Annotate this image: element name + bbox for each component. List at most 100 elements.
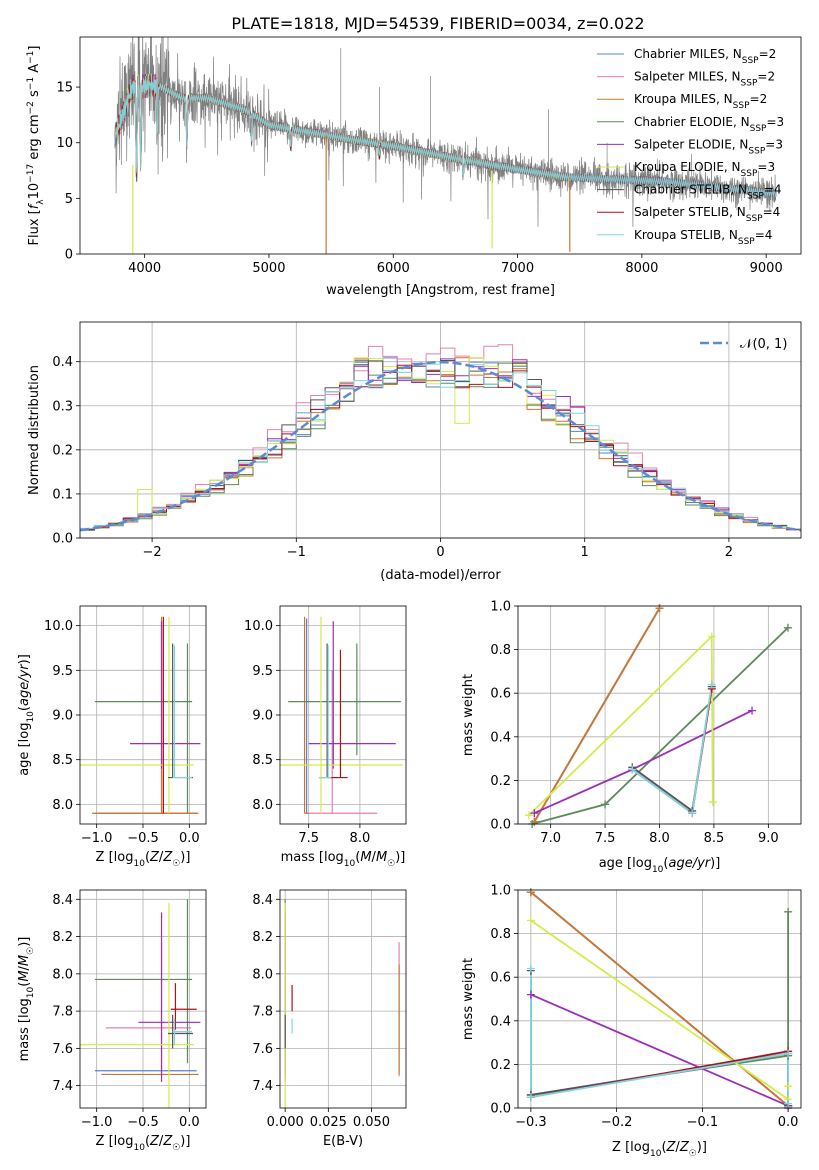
spectrum-y-axis-label-part: −1 bbox=[26, 51, 36, 64]
ebv-mass-x-axis-label: E(B-V) bbox=[323, 1134, 363, 1149]
weight-age-axes: 7.0 7.5 8.0 8.5 9.0 0.0 0.2 0.4 0.6 0.8 1.0 bbox=[490, 600, 801, 846]
z-mass-y-axis-label-part: mass [log bbox=[17, 998, 32, 1061]
z-mass-y-axis-label-part: 10 bbox=[26, 986, 36, 998]
residuals-x-axis-label: (data-model)/error bbox=[380, 568, 501, 583]
weight-marker bbox=[524, 811, 533, 820]
mass-age-x-axis-label: mass [log10(M/M☉)] bbox=[281, 850, 406, 869]
y-tick-label: 9.0 bbox=[52, 709, 73, 724]
y-tick-label: 8.0 bbox=[52, 798, 73, 813]
weight-marker bbox=[707, 632, 716, 641]
y-tick-label: 0.6 bbox=[490, 687, 511, 702]
y-tick-label: 7.8 bbox=[252, 1005, 273, 1020]
z-mass-x-axis-label-part: Z [log bbox=[96, 1134, 134, 1149]
z-mass-y-axis-label-part: M bbox=[17, 955, 32, 966]
figure-title: PLATE=1818, MJD=54539, FIBERID=0034, z=0… bbox=[231, 14, 644, 33]
legend-label-part: Chabrier ELODIE, N bbox=[634, 115, 750, 129]
spectrum-y-axis-label-part: Flux [ bbox=[27, 209, 42, 245]
z-mass-y-axis-label-part: ☉ bbox=[26, 947, 36, 955]
x-tick-label: 2 bbox=[725, 545, 733, 560]
residuals-y-axis-label: Normed distribution bbox=[27, 365, 42, 495]
x-tick-label: −0.1 bbox=[687, 1115, 719, 1130]
legend-label-part: Kroupa STELIB, N bbox=[634, 228, 738, 242]
legend-label-part: Salpeter STELIB, N bbox=[634, 205, 746, 219]
ebv-mass-frame bbox=[279, 889, 407, 1109]
x-tick-label: −2 bbox=[143, 545, 162, 560]
legend-label: 𝒩(0, 1) bbox=[740, 337, 787, 352]
z-age-x-axis-label-part: 10 bbox=[133, 859, 145, 869]
y-tick-label: 7.6 bbox=[52, 1042, 73, 1057]
weight-z-x-axis-label-part: / bbox=[675, 1140, 680, 1155]
legend-label: Kroupa MILES, NSSP=2 bbox=[634, 92, 767, 111]
spectrum-y-axis-label-part: −1 bbox=[26, 77, 36, 90]
y-tick-label: 0.1 bbox=[52, 487, 73, 502]
weight-line bbox=[530, 970, 789, 1106]
z-mass-y-axis-label-part: ( bbox=[17, 982, 32, 987]
z-mass-x-axis-label-part: Z bbox=[162, 1134, 173, 1149]
y-tick-label: 9.0 bbox=[252, 709, 273, 724]
x-tick-label: 0.0 bbox=[778, 1115, 799, 1130]
y-tick-label: 8.5 bbox=[52, 753, 73, 768]
y-tick-label: 7.4 bbox=[52, 1079, 73, 1094]
weight-age-x-axis-label-part: age/yr bbox=[668, 856, 711, 871]
legend-label: Chabrier MILES, NSSP=2 bbox=[634, 47, 776, 66]
weight-z-x-axis-label-part: ☉ bbox=[689, 1149, 697, 1159]
ebv-mass-axes: 0.000 0.025 0.050 7.4 7.6 7.8 8.0 8.2 8.4 bbox=[252, 890, 406, 1130]
z-mass-y-axis-label-part: )] bbox=[17, 937, 32, 947]
y-tick-label: 9.5 bbox=[52, 664, 73, 679]
weight-age-x-axis-label-part: )] bbox=[710, 856, 720, 871]
z-age-frame bbox=[79, 605, 207, 825]
x-tick-label: 0.000 bbox=[267, 1115, 304, 1130]
spectrum-y-axis-label-part: −2 bbox=[26, 101, 36, 114]
weight-marker bbox=[601, 800, 610, 809]
z-age-y-axis-label-part: age/yr bbox=[17, 663, 32, 706]
weight-marker bbox=[748, 706, 757, 715]
spectrum-y-axis-label-part: −17 bbox=[26, 164, 36, 183]
legend-label-part: =3 bbox=[757, 160, 775, 174]
weight-marker bbox=[526, 888, 535, 897]
x-tick-label: −1 bbox=[287, 545, 306, 560]
weight-line bbox=[530, 919, 789, 1102]
spectrum-frame bbox=[79, 36, 802, 255]
z-mass-x-axis-label: Z [log10(Z/Z☉)] bbox=[96, 1134, 191, 1153]
mass-age-x-axis-label-part: )] bbox=[395, 850, 405, 865]
z-age-x-axis-label-part: Z bbox=[162, 850, 173, 865]
legend-label-part: SSP bbox=[742, 56, 759, 66]
z-age-x-axis-label: Z [log10(Z/Z☉)] bbox=[96, 850, 191, 869]
y-tick-label: 8.5 bbox=[252, 753, 273, 768]
legend-label-part: Chabrier STELIB, N bbox=[634, 183, 747, 197]
weight-age-x-axis-label-part: ( bbox=[663, 856, 668, 871]
weight-z-axes: −0.3 −0.2 −0.1 0.0 0.0 0.2 0.4 0.6 0.8 1.0 bbox=[490, 884, 801, 1130]
z-age-plot bbox=[80, 616, 201, 814]
x-tick-label: 7.5 bbox=[298, 831, 319, 846]
x-tick-label: 4000 bbox=[128, 261, 161, 276]
weight-z-x-axis-label: Z [log10(Z/Z☉)] bbox=[612, 1140, 707, 1159]
weight-z-x-axis-label-part: ( bbox=[661, 1140, 666, 1155]
weight-marker bbox=[783, 623, 792, 632]
legend-label-part: SSP bbox=[733, 101, 750, 111]
y-tick-label: 0 bbox=[65, 248, 73, 263]
x-tick-label: 0.0 bbox=[179, 831, 200, 846]
legend-label-part: =3 bbox=[766, 115, 784, 129]
z-age-x-axis-label-part: ☉ bbox=[172, 859, 180, 869]
weight-marker bbox=[784, 1099, 793, 1108]
legend-label-part: =2 bbox=[759, 47, 777, 61]
x-tick-label: 6000 bbox=[377, 261, 410, 276]
spectrum-y-axis-label-part: A bbox=[27, 64, 42, 77]
weight-age-x-axis-label-part: 10 bbox=[652, 865, 664, 875]
z-age-x-axis-label-part: ( bbox=[145, 850, 150, 865]
z-mass-plot bbox=[80, 899, 201, 1108]
legend-label-part: SSP bbox=[748, 146, 765, 156]
x-tick-label: 0.025 bbox=[310, 1115, 347, 1130]
z-mass-x-axis-label-part: ( bbox=[145, 1134, 150, 1149]
weight-age-frame bbox=[517, 605, 802, 825]
z-age-x-axis-label-part: Z bbox=[149, 850, 160, 865]
z-age-y-axis-label-part: ( bbox=[17, 706, 32, 711]
legend-label-part: SSP bbox=[741, 169, 758, 179]
z-mass-x-axis-label-part: 10 bbox=[133, 1143, 145, 1153]
legend-label-part: Chabrier MILES, N bbox=[634, 47, 742, 61]
spectrum-y-axis-label-part: 10 bbox=[27, 183, 42, 200]
y-tick-label: 1.0 bbox=[490, 600, 511, 615]
mass-age-x-axis-label-part: mass [log bbox=[281, 850, 344, 865]
spectrum-y-axis-label-part: ] bbox=[27, 46, 42, 51]
x-tick-label: 1 bbox=[581, 545, 589, 560]
